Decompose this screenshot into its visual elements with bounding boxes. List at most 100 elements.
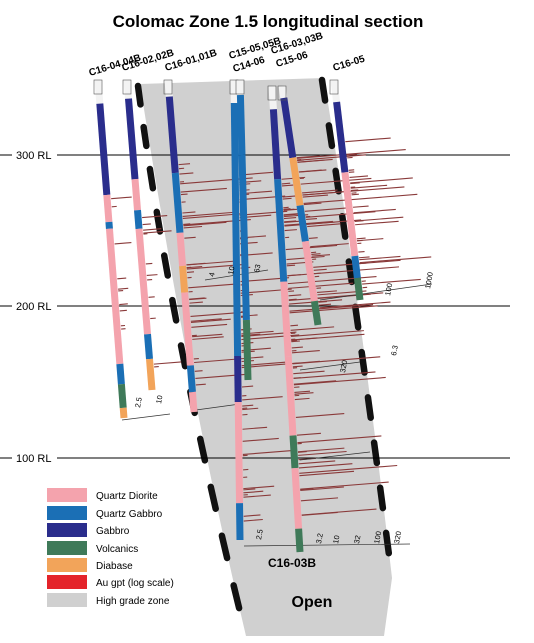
zone-dash-right: [329, 125, 332, 145]
au-assay-bar: [351, 185, 387, 188]
au-assay-bar: [351, 190, 358, 191]
au-assay-bar: [146, 263, 152, 264]
au-assay-bar: [154, 362, 181, 364]
hole-segment: [299, 529, 300, 552]
zone-dash-left: [200, 439, 205, 460]
hole-segment: [246, 320, 248, 380]
au-assay-bar: [115, 243, 132, 244]
scale-tick-label: 100: [383, 282, 394, 296]
legend-swatch-volcanics: [47, 541, 87, 555]
au-assay-bar: [357, 238, 366, 239]
hole-segment: [192, 392, 194, 412]
hole-segment: [242, 155, 246, 320]
scale-tick-label: 32: [352, 535, 362, 545]
rl-label-100: 100 RL: [16, 453, 51, 465]
zone-dash-right: [322, 80, 325, 100]
au-assay-bar: [355, 221, 398, 224]
au-assay-bar: [309, 238, 318, 239]
legend-label-diabase: Diabase: [96, 561, 133, 572]
hole-segment: [295, 468, 299, 529]
au-assay-bar: [118, 288, 128, 289]
legend-label-quartz-gabbro: Quartz Gabbro: [96, 509, 163, 520]
hole-segment: [273, 109, 277, 179]
au-assay-bar: [350, 178, 413, 183]
scale-tick-label: 63: [252, 264, 262, 274]
au-assay-bar: [352, 194, 359, 195]
page-title: Colomac Zone 1.5 longitudinal section: [113, 12, 424, 31]
hole-segment: [129, 99, 136, 180]
au-assay-bar: [195, 371, 203, 372]
hole-segment: [334, 80, 337, 102]
hole-segment: [148, 334, 150, 359]
hole-segment: [100, 104, 107, 195]
legend-swatch-high-grade-zone: [47, 593, 87, 607]
au-assay-bar: [119, 304, 128, 305]
open-label: Open: [292, 594, 333, 611]
zone-dash-left: [164, 256, 168, 276]
au-assay-bar: [353, 206, 369, 207]
zone-dash-right: [362, 352, 365, 372]
au-assay-bar: [187, 272, 194, 273]
legend-swatch-quartz-gabbro: [47, 506, 87, 520]
legend-label-gabbro: Gabbro: [96, 526, 130, 537]
hole-segment: [135, 179, 138, 210]
au-assay-bar: [147, 275, 158, 276]
assay-scale-line: [122, 414, 170, 420]
zone-dash-left: [138, 86, 140, 104]
au-assay-bar: [282, 183, 290, 184]
legend-label-quartz-diorite: Quartz Diorite: [96, 491, 158, 502]
hole-segment: [314, 301, 318, 325]
hole-segment: [284, 282, 288, 357]
au-assay-bar: [287, 265, 295, 266]
au-assay-bar: [143, 224, 151, 225]
hole-segment: [180, 233, 183, 266]
zone-dash-right: [380, 488, 383, 508]
legend-label-au: Au gpt (log scale): [96, 578, 174, 589]
hole-segment: [238, 402, 239, 503]
hole-segment: [98, 80, 100, 104]
au-assay-bar: [359, 257, 370, 258]
legend-swatch-diabase: [47, 558, 87, 572]
au-assay-bar: [120, 310, 127, 311]
zone-dash-right: [374, 443, 377, 463]
drill-hole-c16-04: [94, 80, 124, 418]
au-assay-bar: [319, 302, 327, 303]
scale-tick-label: 2.5: [254, 529, 265, 541]
hole-segment: [139, 229, 148, 334]
hole-segment: [175, 173, 180, 233]
legend-swatch-quartz-diorite: [47, 488, 87, 502]
hole-segment: [282, 86, 284, 98]
au-assay-bar: [355, 221, 364, 222]
hole-label-c16-05: C16-05: [332, 54, 367, 74]
scale-tick-label: 10: [331, 535, 341, 545]
hole-segment: [337, 102, 345, 172]
zone-dash-right: [342, 216, 345, 236]
au-assay-bar: [345, 138, 390, 142]
hole-segment: [293, 436, 295, 469]
au-assay-bar: [293, 366, 303, 367]
hole-segment: [150, 359, 153, 390]
hole-segment: [123, 408, 124, 418]
au-assay-bar: [350, 183, 359, 184]
hole-segment: [190, 366, 192, 393]
scale-tick-label: 10: [226, 266, 236, 276]
hole-segment: [127, 80, 129, 99]
hole-segment: [120, 364, 122, 384]
hole-segment: [109, 229, 119, 364]
rl-label-200: 200 RL: [16, 301, 51, 313]
zone-dash-right: [355, 307, 358, 327]
scale-tick-label: 10: [154, 395, 164, 405]
hole-segment: [288, 356, 293, 435]
au-assay-bar: [117, 278, 126, 279]
au-assay-bar: [360, 257, 432, 263]
au-assay-bar: [111, 197, 132, 199]
au-assay-bar: [181, 194, 188, 195]
hole-segment: [109, 222, 110, 229]
legend-label-high-grade-zone: High grade zone: [96, 596, 170, 607]
scale-tick-label: 2.5: [133, 397, 144, 409]
hole-segment: [183, 266, 185, 293]
au-assay-bar: [290, 325, 298, 326]
scale-tick-label: 3.2: [314, 533, 325, 545]
legend-label-volcanics: Volcanics: [96, 544, 138, 555]
